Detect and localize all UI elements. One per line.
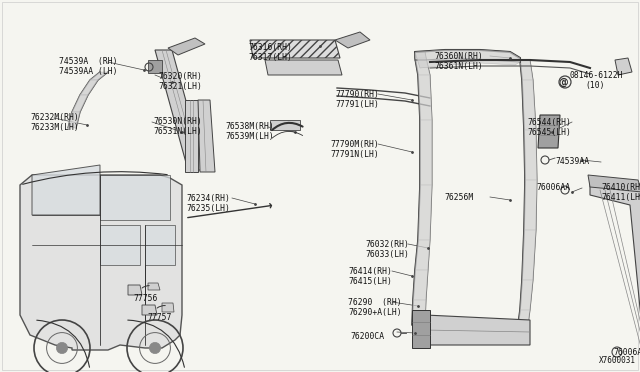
Polygon shape [100, 175, 170, 220]
Text: 76234(RH): 76234(RH) [186, 194, 230, 203]
Polygon shape [72, 95, 88, 112]
Text: 77791N(LH): 77791N(LH) [330, 150, 379, 159]
Polygon shape [418, 185, 432, 240]
Polygon shape [425, 315, 530, 345]
Text: 76538M(RH): 76538M(RH) [225, 122, 274, 131]
Polygon shape [100, 225, 140, 265]
Text: 77791(LH): 77791(LH) [335, 100, 379, 109]
Polygon shape [415, 310, 425, 348]
Text: 76360N(RH): 76360N(RH) [434, 52, 483, 61]
Text: 76232M(RH): 76232M(RH) [30, 113, 79, 122]
Polygon shape [420, 120, 432, 185]
Polygon shape [412, 310, 430, 348]
Text: 76290  (RH): 76290 (RH) [348, 298, 402, 307]
Polygon shape [128, 285, 142, 295]
Polygon shape [415, 52, 426, 58]
Polygon shape [615, 58, 632, 75]
Polygon shape [155, 50, 205, 170]
Text: 77756: 77756 [133, 294, 157, 303]
Text: @: @ [558, 77, 568, 87]
Text: 76411(LH): 76411(LH) [601, 193, 640, 202]
Text: 76235(LH): 76235(LH) [186, 204, 230, 213]
Text: 76321(LH): 76321(LH) [158, 82, 202, 91]
Text: 76032(RH): 76032(RH) [365, 240, 409, 249]
Circle shape [56, 342, 68, 354]
Circle shape [149, 342, 161, 354]
Polygon shape [415, 58, 430, 75]
Polygon shape [68, 112, 80, 128]
Text: 76544(RH): 76544(RH) [527, 118, 571, 127]
Text: 77790M(RH): 77790M(RH) [330, 140, 379, 149]
Text: 08146-6122H: 08146-6122H [570, 71, 623, 80]
Text: 76033(LH): 76033(LH) [365, 250, 409, 259]
Text: 76414(RH): 76414(RH) [348, 267, 392, 276]
Polygon shape [413, 270, 428, 300]
Text: 76545(LH): 76545(LH) [527, 128, 571, 137]
Text: 76410(RH): 76410(RH) [601, 183, 640, 192]
Polygon shape [20, 175, 182, 350]
Text: (10): (10) [585, 81, 605, 90]
Polygon shape [265, 60, 342, 75]
Polygon shape [590, 178, 640, 360]
Text: 76200CA: 76200CA [350, 332, 384, 341]
Polygon shape [32, 165, 100, 215]
Polygon shape [522, 230, 536, 280]
Polygon shape [185, 100, 198, 172]
Text: 76256M: 76256M [444, 193, 473, 202]
Polygon shape [538, 115, 560, 148]
Text: 76316(RH): 76316(RH) [248, 43, 292, 52]
Text: 76320(RH): 76320(RH) [158, 72, 202, 81]
Text: 74539AA (LH): 74539AA (LH) [59, 67, 118, 76]
Polygon shape [415, 240, 430, 270]
Text: 77757: 77757 [147, 313, 172, 322]
Text: 76233M(LH): 76233M(LH) [30, 123, 79, 132]
Polygon shape [198, 100, 215, 172]
Text: 76006AA: 76006AA [536, 183, 570, 192]
Text: 76361N(LH): 76361N(LH) [434, 62, 483, 71]
Text: 76531N(LH): 76531N(LH) [153, 127, 202, 136]
Polygon shape [522, 80, 536, 130]
Text: 76530N(RH): 76530N(RH) [153, 117, 202, 126]
Polygon shape [412, 300, 426, 325]
Polygon shape [145, 225, 175, 265]
Polygon shape [524, 180, 537, 230]
Polygon shape [142, 305, 157, 315]
Text: 76006A: 76006A [613, 348, 640, 357]
Polygon shape [415, 50, 520, 68]
Polygon shape [168, 38, 205, 55]
Polygon shape [588, 175, 640, 192]
Polygon shape [520, 60, 533, 80]
Polygon shape [270, 120, 300, 130]
Polygon shape [418, 75, 432, 120]
Polygon shape [520, 280, 533, 310]
Polygon shape [335, 32, 370, 48]
Polygon shape [148, 60, 162, 73]
Polygon shape [80, 80, 98, 95]
Text: 74539AA: 74539AA [555, 157, 589, 166]
Polygon shape [90, 72, 108, 80]
Polygon shape [524, 130, 537, 180]
Text: 76290+A(LH): 76290+A(LH) [348, 308, 402, 317]
Text: 76415(LH): 76415(LH) [348, 277, 392, 286]
Polygon shape [518, 310, 530, 325]
Text: 74539A  (RH): 74539A (RH) [59, 57, 118, 66]
Text: 77790(RH): 77790(RH) [335, 90, 379, 99]
Text: 76317(LH): 76317(LH) [248, 53, 292, 62]
Polygon shape [162, 303, 174, 312]
Polygon shape [148, 283, 160, 290]
Polygon shape [250, 40, 340, 58]
Text: 76539M(LH): 76539M(LH) [225, 132, 274, 141]
Text: X7600031: X7600031 [599, 356, 636, 365]
